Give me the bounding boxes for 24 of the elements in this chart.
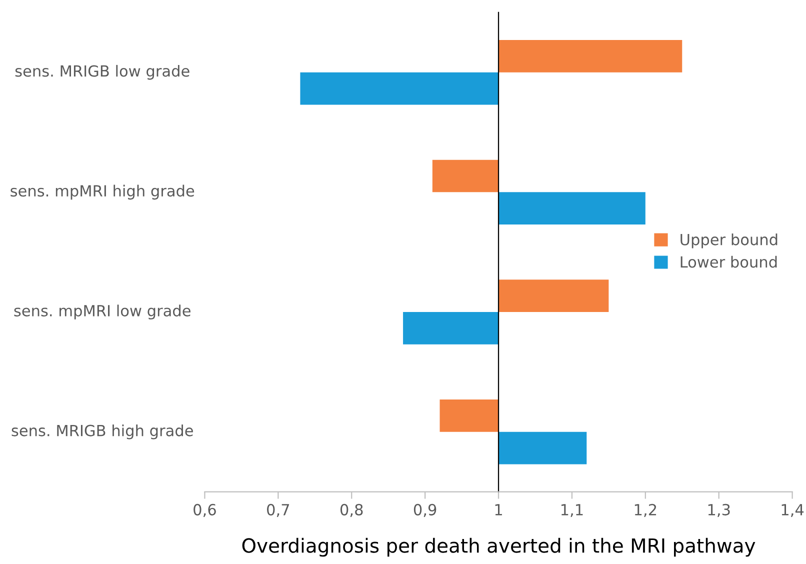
y-tick-label: sens. MRIGB low grade <box>15 64 190 80</box>
y-tick-label: sens. mpMRI high grade <box>10 184 194 200</box>
x-tick-label: 0,9 <box>414 504 436 517</box>
bar <box>300 72 499 105</box>
x-tick-label: 0,7 <box>267 504 290 517</box>
x-tick-label: 1,2 <box>634 504 656 517</box>
x-tick-label: 1,4 <box>782 504 804 517</box>
x-tick-label: 0,6 <box>194 504 216 517</box>
x-tick-label: 0,8 <box>340 504 363 517</box>
bar <box>498 280 609 312</box>
y-tick-label: sens. MRIGB high grade <box>12 424 193 440</box>
bar <box>498 40 682 72</box>
x-tick-label: 1 <box>495 504 502 516</box>
legend-label: Upper bound <box>680 234 778 248</box>
bar <box>432 160 499 192</box>
bar <box>440 400 499 432</box>
legend-label: Lower bound <box>680 256 777 268</box>
bar <box>498 192 646 225</box>
y-tick-label: sens. mpMRI low grade <box>14 304 190 320</box>
x-tick-label: 1,3 <box>708 504 730 517</box>
bar <box>498 432 587 464</box>
bar <box>403 312 499 344</box>
x-tick-label: 1,1 <box>561 504 583 517</box>
x-axis-title: Overdiagnosis per death averted in the MRI pathway <box>242 538 756 557</box>
